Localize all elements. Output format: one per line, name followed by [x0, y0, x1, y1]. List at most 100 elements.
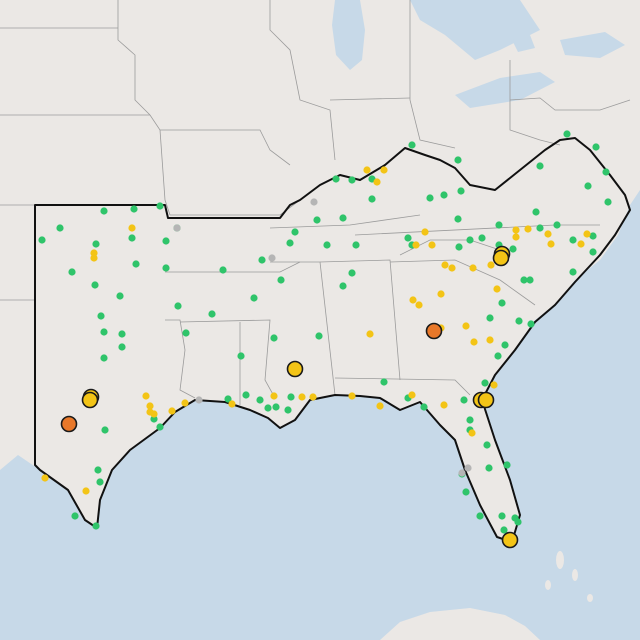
station-marker-yellow[interactable] [82, 487, 90, 495]
station-marker-green[interactable] [514, 518, 522, 526]
station-marker-green[interactable] [286, 239, 294, 247]
station-marker-green[interactable] [457, 187, 465, 195]
station-marker-green[interactable] [287, 393, 295, 401]
station-marker-yellow[interactable] [448, 264, 456, 272]
station-marker-green[interactable] [589, 248, 597, 256]
station-marker-green[interactable] [237, 352, 245, 360]
station-marker-gray[interactable] [464, 464, 472, 472]
station-marker-green[interactable] [130, 205, 138, 213]
station-marker-yellow[interactable] [412, 241, 420, 249]
station-marker-green[interactable] [118, 330, 126, 338]
station-marker-yellow[interactable] [486, 336, 494, 344]
station-marker-green[interactable] [498, 299, 506, 307]
station-marker-yellow[interactable] [142, 392, 150, 400]
station-marker-yellow[interactable] [181, 399, 189, 407]
large-station-marker-orange[interactable] [425, 322, 443, 340]
station-marker-yellow[interactable] [128, 224, 136, 232]
station-marker-green[interactable] [602, 168, 610, 176]
station-marker-green[interactable] [242, 391, 250, 399]
station-marker-green[interactable] [604, 198, 612, 206]
station-marker-yellow[interactable] [90, 254, 98, 262]
station-marker-green[interactable] [258, 256, 266, 264]
station-marker-green[interactable] [348, 176, 356, 184]
station-marker-green[interactable] [71, 512, 79, 520]
station-marker-green[interactable] [132, 260, 140, 268]
station-marker-green[interactable] [101, 426, 109, 434]
station-marker-green[interactable] [462, 488, 470, 496]
station-marker-yellow[interactable] [493, 285, 501, 293]
station-marker-green[interactable] [589, 232, 597, 240]
station-marker-green[interactable] [485, 464, 493, 472]
station-marker-green[interactable] [92, 522, 100, 530]
station-marker-yellow[interactable] [440, 401, 448, 409]
station-marker-green[interactable] [118, 343, 126, 351]
station-marker-green[interactable] [478, 234, 486, 242]
station-marker-green[interactable] [348, 269, 356, 277]
station-marker-green[interactable] [592, 143, 600, 151]
station-marker-green[interactable] [420, 403, 428, 411]
station-marker-yellow[interactable] [490, 381, 498, 389]
station-marker-green[interactable] [128, 234, 136, 242]
station-marker-green[interactable] [100, 354, 108, 362]
station-marker-green[interactable] [91, 281, 99, 289]
large-station-marker-yellow[interactable] [477, 391, 495, 409]
station-marker-green[interactable] [250, 294, 258, 302]
large-station-marker-yellow[interactable] [501, 531, 519, 549]
station-marker-green[interactable] [500, 526, 508, 534]
large-station-marker-orange[interactable] [60, 415, 78, 433]
station-marker-green[interactable] [466, 416, 474, 424]
station-marker-green[interactable] [94, 466, 102, 474]
station-marker-yellow[interactable] [348, 392, 356, 400]
station-marker-yellow[interactable] [373, 178, 381, 186]
station-marker-yellow[interactable] [470, 338, 478, 346]
station-marker-green[interactable] [284, 406, 292, 414]
station-marker-yellow[interactable] [298, 393, 306, 401]
station-marker-yellow[interactable] [512, 233, 520, 241]
station-marker-green[interactable] [162, 237, 170, 245]
station-marker-yellow[interactable] [90, 249, 98, 257]
station-marker-green[interactable] [219, 266, 227, 274]
station-marker-green[interactable] [339, 214, 347, 222]
station-marker-green[interactable] [97, 312, 105, 320]
station-marker-green[interactable] [486, 314, 494, 322]
station-marker-green[interactable] [515, 317, 523, 325]
station-marker-yellow[interactable] [168, 407, 176, 415]
station-marker-green[interactable] [520, 276, 528, 284]
station-marker-green[interactable] [38, 236, 46, 244]
station-marker-gray[interactable] [173, 224, 181, 232]
station-marker-green[interactable] [526, 276, 534, 284]
station-marker-green[interactable] [264, 404, 272, 412]
station-marker-yellow[interactable] [415, 301, 423, 309]
station-marker-green[interactable] [498, 512, 506, 520]
station-marker-yellow[interactable] [380, 166, 388, 174]
station-marker-green[interactable] [553, 221, 561, 229]
station-marker-yellow[interactable] [408, 391, 416, 399]
station-marker-green[interactable] [150, 415, 158, 423]
station-marker-yellow[interactable] [583, 230, 591, 238]
station-marker-green[interactable] [100, 207, 108, 215]
station-marker-green[interactable] [116, 292, 124, 300]
station-marker-green[interactable] [563, 130, 571, 138]
station-marker-green[interactable] [270, 334, 278, 342]
station-marker-green[interactable] [483, 441, 491, 449]
large-station-marker-yellow[interactable] [492, 249, 510, 267]
station-marker-green[interactable] [455, 243, 463, 251]
station-marker-yellow[interactable] [270, 392, 278, 400]
station-marker-green[interactable] [313, 216, 321, 224]
station-marker-green[interactable] [509, 245, 517, 253]
station-marker-yellow[interactable] [146, 402, 154, 410]
station-marker-green[interactable] [476, 512, 484, 520]
station-marker-green[interactable] [162, 264, 170, 272]
station-marker-yellow[interactable] [428, 241, 436, 249]
station-marker-green[interactable] [536, 162, 544, 170]
station-marker-yellow[interactable] [512, 226, 520, 234]
station-marker-yellow[interactable] [366, 330, 374, 338]
station-marker-green[interactable] [536, 224, 544, 232]
station-marker-yellow[interactable] [469, 264, 477, 272]
station-marker-green[interactable] [182, 329, 190, 337]
station-marker-yellow[interactable] [228, 400, 236, 408]
station-marker-yellow[interactable] [468, 429, 476, 437]
station-marker-green[interactable] [503, 461, 511, 469]
station-marker-green[interactable] [368, 195, 376, 203]
